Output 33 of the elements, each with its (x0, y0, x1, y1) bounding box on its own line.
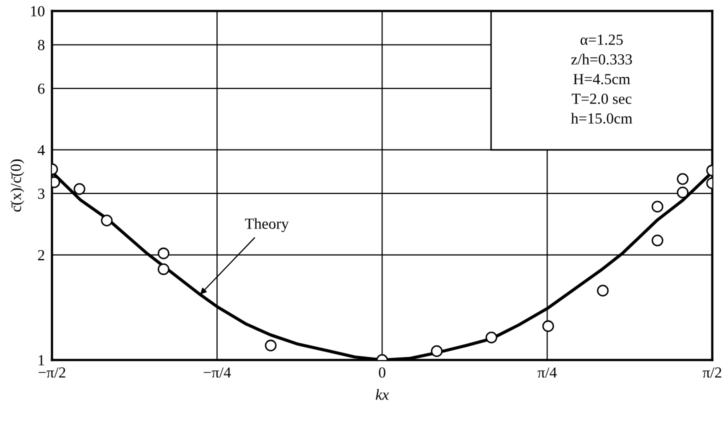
point (264, 340, 277, 352)
annotation: H=4.5cm (573, 74, 630, 84)
annotation: h=15.0cm (571, 112, 632, 124)
x-tick-label: 0 (378, 367, 386, 378)
y-tick-label: 2 (38, 250, 44, 260)
y-tick-label: 4 (38, 145, 45, 156)
annotation: Theory (245, 218, 289, 232)
y-tick-label: 3 (38, 188, 44, 199)
point (486, 332, 498, 344)
point (596, 284, 609, 296)
point (430, 345, 443, 357)
y-tick-label: 8 (38, 40, 44, 50)
annotation: z/h=0.333 (571, 54, 632, 65)
x-tick-label: π/2 (702, 367, 722, 378)
point (158, 263, 170, 276)
point (652, 234, 664, 246)
y-tick-label: 1 (38, 355, 44, 366)
annotation: T=2.0 sec (572, 94, 632, 104)
x-tick-label: π/4 (538, 367, 557, 378)
y-tick-label: 6 (38, 84, 45, 94)
point (676, 186, 689, 198)
x-tick-label: −π/2 (38, 367, 66, 378)
point (74, 183, 86, 195)
x-tick-label: −π/4 (204, 367, 231, 378)
y-tick-label: 10 (31, 6, 44, 16)
point (652, 200, 664, 212)
point (158, 248, 170, 260)
point (542, 320, 554, 332)
y-axis-title: c̄(x)/c̄(0) (10, 159, 24, 212)
annotation: α=1.25 (580, 34, 623, 45)
point (676, 173, 689, 185)
point (100, 214, 113, 226)
x-axis-title: kx (376, 389, 389, 400)
